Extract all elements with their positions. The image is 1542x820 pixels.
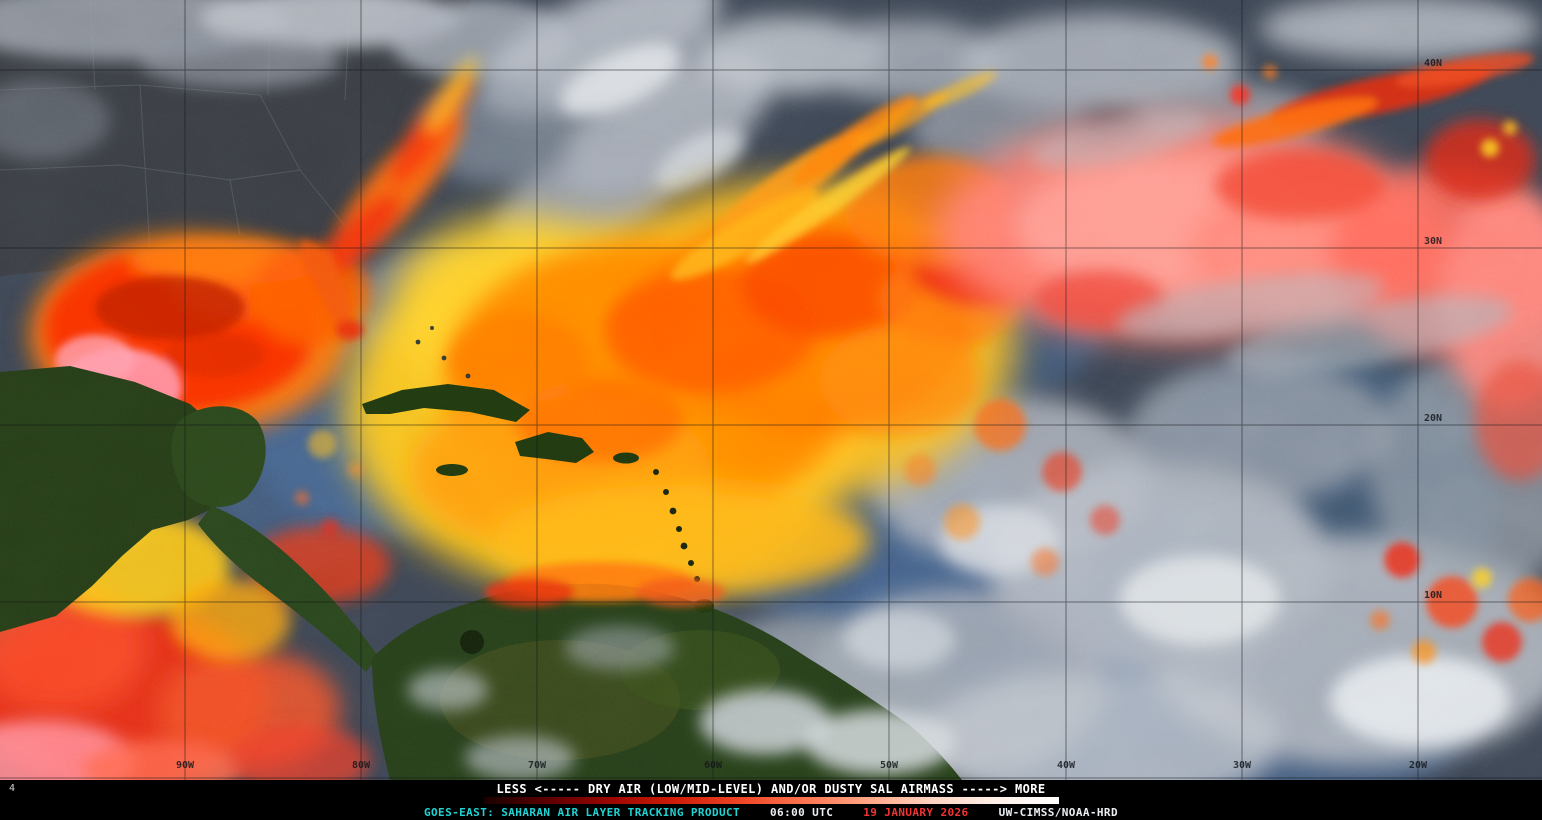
lon-label: 30W bbox=[1233, 760, 1252, 771]
lat-label: 40N bbox=[1424, 58, 1442, 69]
lat-label: 10N bbox=[1424, 590, 1442, 601]
product-credit: UW-CIMSS/NOAA-HRD bbox=[998, 806, 1118, 819]
grid-labels: 90W 80W 70W 60W 50W 40W 30W 20W 40N 30N … bbox=[176, 58, 1442, 771]
lon-label: 80W bbox=[352, 760, 371, 771]
lon-label: 20W bbox=[1409, 760, 1428, 771]
product-title-bar: GOES-EAST: SAHARAN AIR LAYER TRACKING PR… bbox=[0, 805, 1542, 820]
satellite-image: 90W 80W 70W 60W 50W 40W 30W 20W 40N 30N … bbox=[0, 0, 1542, 780]
product-title: GOES-EAST: SAHARAN AIR LAYER TRACKING PR… bbox=[424, 806, 741, 819]
lon-label: 70W bbox=[528, 760, 547, 771]
lon-label: 90W bbox=[176, 760, 195, 771]
lat-label: 30N bbox=[1424, 236, 1442, 247]
satellite-map: 90W 80W 70W 60W 50W 40W 30W 20W 40N 30N … bbox=[0, 0, 1542, 780]
legend-block: LESS <----- DRY AIR (LOW/MID-LEVEL) AND/… bbox=[483, 781, 1059, 804]
lon-label: 60W bbox=[704, 760, 723, 771]
product-time: 06:00 UTC bbox=[770, 806, 834, 819]
frame-number: 4 bbox=[9, 783, 16, 794]
lon-label: 40W bbox=[1057, 760, 1076, 771]
legend-gradient-bar bbox=[483, 796, 1059, 804]
product-date: 19 JANUARY 2026 bbox=[863, 806, 969, 819]
lat-label: 20N bbox=[1424, 413, 1442, 424]
legend-label: LESS <----- DRY AIR (LOW/MID-LEVEL) AND/… bbox=[496, 781, 1046, 796]
graticule bbox=[0, 0, 1542, 780]
grain-overlay bbox=[0, 0, 1542, 780]
colorbar-legend: 4 LESS <----- DRY AIR (LOW/MID-LEVEL) AN… bbox=[0, 780, 1542, 805]
lon-label: 50W bbox=[880, 760, 899, 771]
